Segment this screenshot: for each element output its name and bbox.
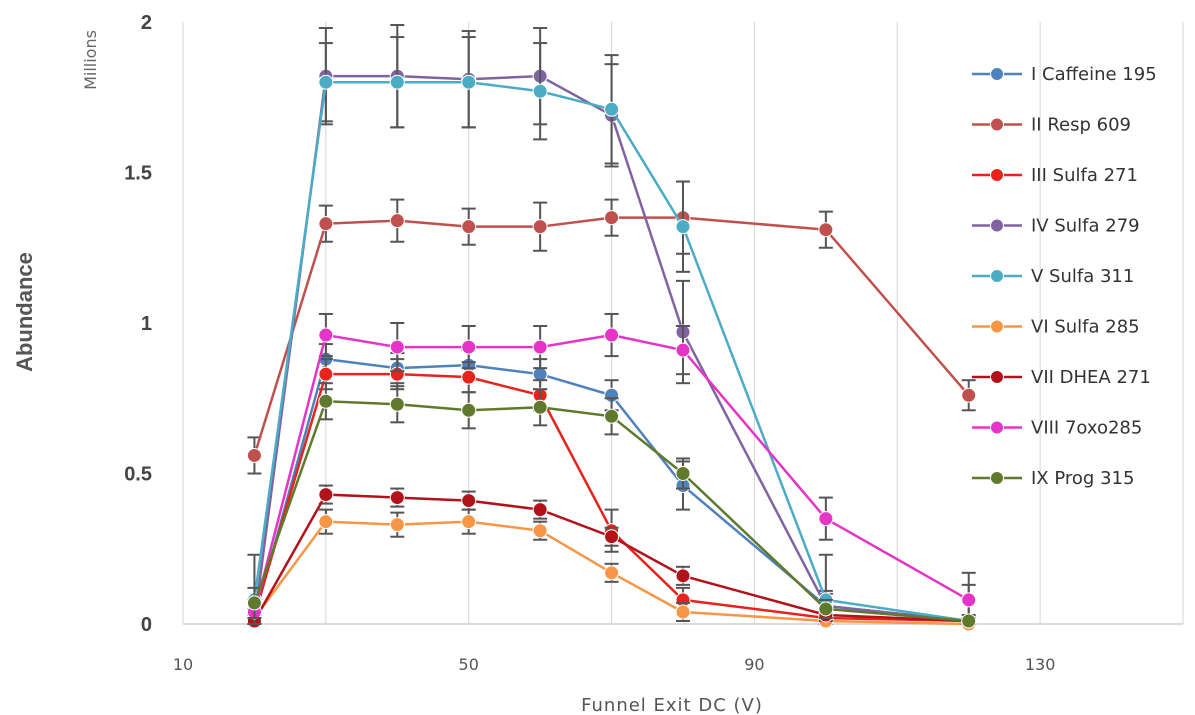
y-tick-label: 0 <box>141 614 152 636</box>
data-point <box>818 222 834 238</box>
legend-label: II Resp 609 <box>1031 115 1131 136</box>
legend-label: VII DHEA 271 <box>1031 367 1151 388</box>
series-ix-prog-315 <box>246 382 977 629</box>
data-point <box>318 393 334 409</box>
data-point <box>532 366 548 382</box>
data-point <box>675 604 691 620</box>
y-tick-label: 1 <box>141 313 152 335</box>
data-point <box>389 517 405 533</box>
data-point <box>318 514 334 530</box>
data-point <box>675 342 691 358</box>
legend-label: IV Sulfa 279 <box>1031 216 1140 237</box>
legend-marker <box>990 168 1004 182</box>
data-point <box>461 402 477 418</box>
data-point <box>961 387 977 403</box>
legend-item-iv-sulfa-279: IV Sulfa 279 <box>972 216 1140 237</box>
data-point <box>532 339 548 355</box>
data-point <box>961 592 977 608</box>
data-point <box>389 490 405 506</box>
legend-marker <box>990 67 1004 81</box>
data-point <box>604 565 620 581</box>
data-point <box>318 366 334 382</box>
legend-item-iii-sulfa-271: III Sulfa 271 <box>972 165 1138 186</box>
data-point <box>604 327 620 343</box>
legend-label: I Caffeine 195 <box>1031 64 1157 85</box>
data-point <box>389 213 405 229</box>
data-point <box>604 210 620 226</box>
data-point <box>532 523 548 539</box>
x-tick-label: 50 <box>459 655 479 674</box>
data-point <box>675 219 691 235</box>
data-point <box>318 74 334 90</box>
data-point <box>532 399 548 415</box>
legend-marker <box>990 471 1004 485</box>
legend-label: V Sulfa 311 <box>1031 266 1134 287</box>
legend-label: VIII 7oxo285 <box>1031 418 1142 439</box>
legend-label: III Sulfa 271 <box>1031 165 1138 186</box>
legend-item-viii-7oxo285: VIII 7oxo285 <box>972 418 1142 439</box>
x-axis-label: Funnel Exit DC (V) <box>581 695 763 715</box>
legend-item-ix-prog-315: IX Prog 315 <box>972 468 1134 489</box>
data-point <box>532 83 548 99</box>
data-point <box>461 493 477 509</box>
data-point <box>604 408 620 424</box>
data-point <box>532 219 548 235</box>
data-point <box>461 369 477 385</box>
y-tick-labels: 0 0.5 1 1.5 2 <box>124 12 152 636</box>
x-tick-labels: 10 50 90 130 <box>173 655 1056 674</box>
legend-label: VI Sulfa 285 <box>1031 317 1140 338</box>
y-tick-label: 2 <box>141 12 152 34</box>
legend-marker <box>990 420 1004 435</box>
data-point <box>604 529 620 545</box>
data-point <box>246 447 262 463</box>
legend-item-ii-resp-609: II Resp 609 <box>972 115 1131 136</box>
data-point <box>318 327 334 343</box>
y-units-label: Millions <box>81 30 100 90</box>
y-tick-label: 0.5 <box>124 464 152 486</box>
y-axis-label: Abundance <box>12 252 37 372</box>
data-point <box>246 595 262 611</box>
legend: I Caffeine 195 II Resp 609 III Sulfa 271 IV… <box>972 64 1157 489</box>
y-tick-label: 1.5 <box>124 163 152 185</box>
data-point <box>818 601 834 617</box>
legend-marker <box>990 117 1004 132</box>
data-point <box>389 339 405 355</box>
x-tick-label: 90 <box>744 655 764 674</box>
data-point <box>961 613 977 629</box>
data-point <box>389 396 405 412</box>
series-layer <box>246 24 977 632</box>
data-point <box>318 487 334 503</box>
legend-item-vii-dhea-271: VII DHEA 271 <box>972 367 1151 388</box>
legend-marker <box>990 319 1004 334</box>
legend-marker <box>990 269 1004 283</box>
data-point <box>389 74 405 90</box>
data-point <box>461 219 477 235</box>
x-tick-label: 130 <box>1025 655 1056 674</box>
legend-item-vi-sulfa-285: VI Sulfa 285 <box>972 317 1140 338</box>
data-point <box>675 568 691 584</box>
data-point <box>604 101 620 117</box>
legend-marker <box>990 218 1004 233</box>
legend-item-i-caffeine-195: I Caffeine 195 <box>972 64 1157 85</box>
data-point <box>675 466 691 481</box>
data-point <box>318 216 334 232</box>
legend-item-v-sulfa-311: V Sulfa 311 <box>972 266 1134 287</box>
x-tick-label: 10 <box>173 655 193 674</box>
legend-label: IX Prog 315 <box>1031 468 1134 489</box>
legend-marker <box>990 370 1004 384</box>
data-point <box>461 74 477 90</box>
data-point <box>461 339 477 355</box>
data-point <box>532 502 548 518</box>
data-point <box>818 511 834 527</box>
data-point <box>461 514 477 530</box>
